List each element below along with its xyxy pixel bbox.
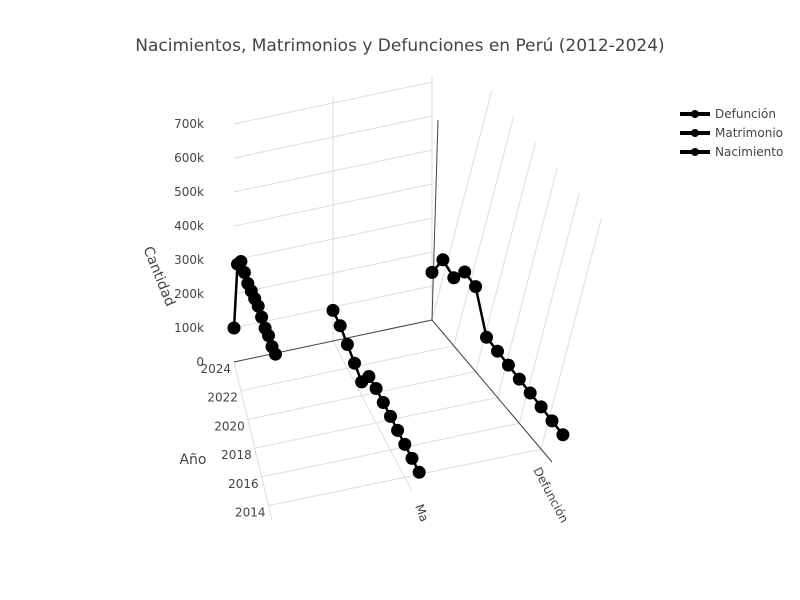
legend-label: Nacimiento — [715, 145, 783, 159]
side-wall-gridline — [540, 218, 602, 450]
series-point[interactable] — [369, 382, 383, 395]
series-point[interactable] — [534, 400, 548, 414]
series-point[interactable] — [436, 253, 450, 267]
floor-category-gridline — [332, 340, 413, 492]
legend-item[interactable]: Matrimonio — [680, 126, 783, 140]
series-point[interactable] — [458, 265, 472, 279]
legend-label: Matrimonio — [715, 126, 783, 140]
chart-grid — [233, 75, 602, 521]
series-point[interactable] — [340, 338, 354, 351]
series-point[interactable] — [391, 423, 405, 437]
series-point[interactable] — [265, 340, 279, 354]
chart-title: Nacimientos, Matrimonios y Defunciones e… — [135, 36, 664, 56]
series-point[interactable] — [425, 265, 439, 279]
year-tick-label: 2014 — [235, 506, 266, 520]
z-tick-label: 100k — [174, 321, 204, 335]
series-point[interactable] — [227, 321, 241, 335]
back-floor-edge — [233, 319, 433, 363]
series-point[interactable] — [556, 428, 570, 442]
chart-axes: 0 100k 200k 300k 400k 500k 600k 700k 2014 2016 201… — [174, 117, 571, 525]
series-point[interactable] — [348, 356, 361, 370]
series-point[interactable] — [355, 375, 369, 389]
series-point[interactable] — [384, 409, 397, 423]
series-point[interactable] — [512, 372, 526, 386]
series-point[interactable] — [231, 257, 244, 271]
z-tick-label: 200k — [174, 287, 204, 301]
year-tick-label: 2020 — [214, 419, 245, 433]
year-tick-label: 2024 — [200, 362, 231, 376]
legend-item[interactable]: Defunción — [680, 107, 776, 121]
legend-marker-icon — [691, 110, 699, 118]
category-tick-label: Defunción — [530, 465, 571, 525]
series-point[interactable] — [255, 310, 269, 324]
side-wall-gridline — [518, 193, 580, 424]
series-point[interactable] — [480, 330, 493, 344]
side-wall-gridline — [453, 115, 515, 346]
series-defunción — [425, 253, 570, 442]
z-tick-label: 600k — [174, 151, 204, 165]
series-point[interactable] — [545, 414, 559, 428]
series-point[interactable] — [491, 344, 504, 358]
series-point[interactable] — [523, 386, 537, 400]
chart-legend[interactable]: Defunción Matrimonio Nacimiento — [680, 107, 783, 159]
chart-series — [227, 253, 570, 479]
legend-marker-icon — [691, 148, 699, 156]
side-wall-gridline — [431, 89, 493, 321]
z-axis-title: Cantidad — [139, 244, 177, 308]
z-tick-label: 0 — [196, 355, 204, 369]
year-tick-label: 2022 — [207, 391, 238, 405]
right-floor-edge — [431, 319, 553, 463]
year-tick-label: 2018 — [221, 448, 252, 462]
series-point[interactable] — [333, 319, 347, 333]
series-point[interactable] — [241, 277, 255, 290]
z-tick-label: 700k — [174, 117, 204, 131]
series-point[interactable] — [326, 303, 340, 317]
series-point[interactable] — [405, 451, 419, 465]
series-point[interactable] — [258, 321, 272, 335]
series-point[interactable] — [412, 465, 426, 479]
z-tick-label: 300k — [174, 253, 204, 267]
series-point[interactable] — [447, 271, 461, 285]
series-nacimiento — [227, 255, 282, 361]
floor-category-gridline — [233, 361, 273, 521]
series-point[interactable] — [469, 280, 483, 294]
legend-item[interactable]: Nacimiento — [680, 145, 783, 159]
year-tick-label: 2016 — [228, 477, 259, 491]
y-axis-title: Año — [179, 452, 206, 468]
z-tick-label: 400k — [174, 219, 204, 233]
category-tick-label: Ma — [412, 502, 431, 523]
series-point[interactable] — [376, 396, 390, 409]
series-matrimonio — [326, 303, 426, 479]
back-vertical-edge — [431, 119, 439, 321]
legend-marker-icon — [691, 129, 699, 137]
series-point[interactable] — [501, 358, 515, 372]
legend-label: Defunción — [715, 107, 776, 121]
z-tick-label: 500k — [174, 185, 204, 199]
series-point[interactable] — [398, 437, 412, 451]
